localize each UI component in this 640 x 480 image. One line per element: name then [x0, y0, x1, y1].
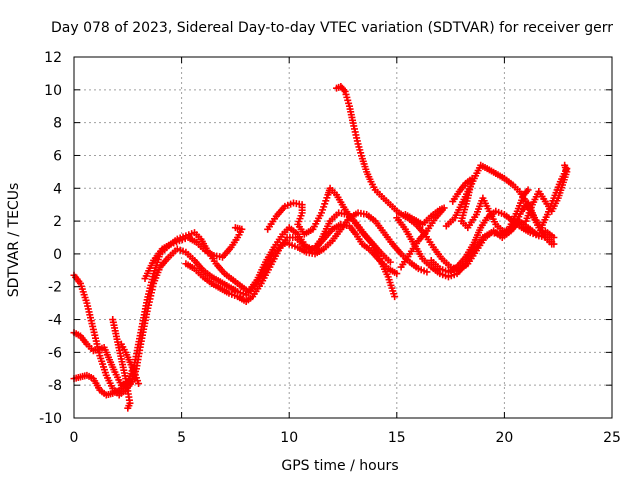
series-track-3 [70, 371, 136, 399]
data-points [70, 83, 571, 412]
y-tick-label: 4 [53, 181, 62, 197]
series-track-5 [117, 340, 143, 388]
x-tick-label: 20 [495, 430, 513, 446]
data-point [128, 375, 136, 383]
series-track-15 [449, 165, 571, 237]
data-point [548, 240, 556, 248]
data-point [231, 224, 239, 232]
x-axis-ticks: 0 5 10 15 20 25 [70, 57, 621, 446]
chart-title: Day 078 of 2023, Sidereal Day-to-day VTE… [51, 20, 613, 36]
y-tick-label: -6 [48, 345, 62, 361]
y-tick-label: -2 [48, 280, 62, 296]
series-track-6 [141, 224, 246, 283]
x-tick-label: 5 [177, 430, 186, 446]
series-track-16 [522, 161, 571, 225]
series-track-12 [397, 204, 448, 271]
x-tick-label: 25 [603, 430, 621, 446]
data-point [391, 293, 399, 301]
series-track-9 [285, 209, 431, 276]
y-tick-label: -8 [48, 378, 62, 394]
data-point [397, 263, 405, 271]
data-point [393, 270, 401, 278]
series-track-13 [427, 207, 558, 276]
y-tick-label: -10 [39, 411, 62, 427]
data-point [561, 161, 569, 169]
series-track-8 [264, 184, 399, 301]
grid-lines [74, 57, 612, 418]
data-point [524, 186, 532, 194]
x-tick-label: 0 [70, 430, 79, 446]
y-tick-label: 12 [44, 50, 62, 66]
x-tick-label: 15 [388, 430, 406, 446]
series-track-2 [70, 220, 401, 389]
plot-frame [73, 56, 613, 419]
y-axis-ticks: -10 -8 -6 -4 -2 0 2 4 6 8 10 12 [39, 50, 612, 427]
y-tick-label: 10 [44, 83, 62, 99]
data-point [135, 380, 143, 388]
y-tick-label: 0 [53, 247, 62, 263]
y-tick-label: -4 [48, 313, 62, 329]
data-point [124, 404, 132, 412]
data-point [550, 234, 558, 241]
x-tick-label: 10 [280, 430, 298, 446]
y-tick-label: 8 [53, 116, 62, 132]
y-tick-label: 6 [53, 148, 62, 164]
data-point [386, 258, 394, 266]
y-axis-label: SDTVAR / TECUs [6, 183, 22, 298]
series-track-4 [109, 316, 134, 412]
x-axis-label: GPS time / hours [281, 458, 398, 474]
y-tick-label: 2 [53, 214, 62, 230]
series-track-1 [70, 238, 291, 399]
data-point [423, 268, 431, 276]
